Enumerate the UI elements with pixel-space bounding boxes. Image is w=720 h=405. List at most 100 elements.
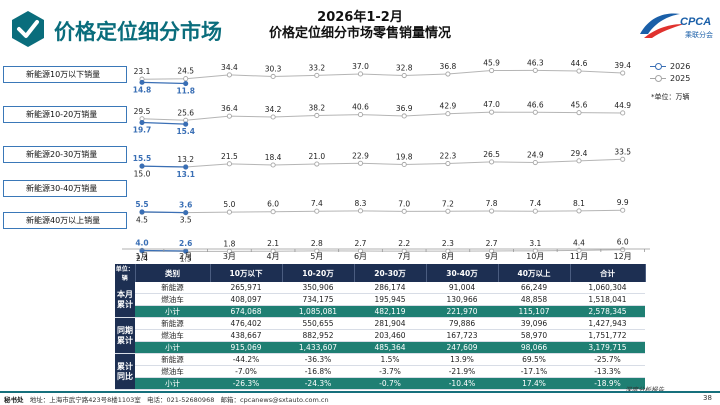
table-cell: -44.2% — [210, 353, 282, 367]
header-cell: 30-40万 — [426, 264, 499, 282]
data-point-2025 — [445, 111, 451, 117]
header-cell: 合计 — [570, 264, 646, 282]
x-tick-label: 8月 — [441, 252, 454, 261]
data-point-2025 — [357, 71, 364, 77]
data-label-2025: 2.7 — [355, 239, 367, 248]
legend-swatch-2025 — [650, 74, 666, 82]
data-label-2025: 8.1 — [573, 199, 585, 208]
data-point-2025 — [357, 112, 364, 118]
table-cell: -13.3% — [570, 365, 645, 379]
data-point-2025 — [270, 114, 276, 120]
table-cell: -25.7% — [570, 353, 645, 367]
footer-phone: 电话：021-52680968 — [147, 396, 215, 404]
x-tick-label: 4月 — [267, 252, 280, 261]
table-cell: 203,460 — [354, 329, 426, 343]
table-cell: 167,723 — [426, 329, 498, 343]
header-cell: 20-30万 — [354, 264, 427, 282]
data-label-2025: 7.8 — [486, 199, 498, 208]
table-cell: 130,966 — [426, 293, 498, 307]
data-label-2026: 15.4 — [176, 127, 195, 136]
data-point-2025 — [270, 209, 276, 215]
row-label: 新能源 — [135, 353, 210, 367]
table-cell: 482,119 — [354, 305, 426, 319]
data-label-2025: 24.9 — [527, 151, 544, 160]
table-row: 同期累计 新能源 476,402 550,655 281,904 79,886 39,096… — [115, 317, 645, 355]
data-label-2026: 19.7 — [133, 126, 152, 135]
x-tick-label: 3月 — [223, 252, 236, 261]
data-label-2025: 2.4 — [136, 254, 148, 262]
chart-legend: 2026 2025 — [650, 60, 690, 84]
data-label-2025: 46.6 — [527, 100, 544, 109]
table-cell: 247,609 — [426, 341, 498, 355]
x-tick-label: 12月 — [614, 252, 632, 261]
sales-table: 单位：辆 类别 10万以下 10-20万 20-30万 30-40万 40万以上… — [115, 264, 646, 391]
data-point-2026 — [139, 163, 145, 169]
table-cell: 17.4% — [498, 377, 570, 391]
table-cell: -16.8% — [282, 365, 354, 379]
table-cell: 1,751,772 — [570, 329, 645, 343]
series-line-2025 — [141, 111, 623, 121]
legend-swatch-2026 — [650, 62, 666, 70]
data-point-2025 — [314, 208, 320, 214]
data-label-2025: 44.6 — [571, 59, 588, 68]
data-label-2025: 36.9 — [396, 104, 413, 113]
table-cell: 79,886 — [426, 317, 498, 331]
data-point-2025 — [445, 208, 451, 214]
data-point-2025 — [445, 71, 451, 77]
table-cell: -10.4% — [426, 377, 498, 391]
table-cell: 408,097 — [210, 293, 282, 307]
data-label-2025: 37.0 — [352, 62, 369, 71]
data-label-2025: 2.1 — [267, 239, 279, 248]
table-cell: 265,971 — [210, 282, 282, 295]
data-label-2025: 29.4 — [571, 149, 588, 158]
data-point-2025 — [401, 208, 407, 214]
table-row: 燃油车 408,097 734,175 195,945 130,966 48,858 1,5… — [115, 293, 645, 307]
table-cell: 98,066 — [498, 341, 570, 355]
data-label-2025: 34.4 — [221, 63, 238, 72]
table-cell: -17.1% — [498, 365, 570, 379]
data-point-2025 — [270, 162, 276, 168]
series-line-2025 — [141, 209, 623, 214]
segment-label: 新能源40万以上销量 — [3, 212, 127, 229]
data-label-2025: 9.9 — [617, 198, 629, 207]
segment-label: 新能源10-20万销量 — [3, 106, 127, 123]
data-label-2025: 30.3 — [265, 64, 282, 73]
data-label-2025: 6.0 — [267, 200, 279, 209]
row-label: 新能源 — [135, 282, 210, 295]
table-cell: 1,433,607 — [282, 341, 354, 355]
row-label: 小计 — [135, 305, 210, 319]
data-point-2025 — [314, 161, 320, 167]
data-point-2025 — [226, 161, 232, 167]
table-cell: 674,068 — [210, 305, 282, 319]
data-point-2025 — [576, 68, 582, 74]
data-label-2025: 46.3 — [527, 58, 544, 67]
data-label-2025: 7.0 — [398, 199, 410, 208]
data-point-2025 — [401, 113, 407, 119]
chart-title-line1: 2026年1-2月 — [317, 10, 403, 25]
series-line-2026 — [141, 211, 186, 214]
data-point-2025 — [270, 73, 276, 80]
x-tick-label: 9月 — [485, 252, 498, 261]
x-tick-label: 5月 — [310, 252, 323, 261]
data-point-2025 — [489, 159, 495, 165]
data-label-2025: 47.0 — [483, 100, 500, 109]
table-cell: 1,518,041 — [570, 293, 645, 307]
data-label-2025: 2.8 — [311, 239, 323, 248]
data-point-2025 — [620, 110, 626, 116]
data-point-2025 — [532, 109, 538, 115]
data-point-2025 — [620, 207, 626, 213]
data-label-2025: 1.5 — [180, 254, 192, 262]
data-label-2025: 2.7 — [486, 239, 498, 248]
data-point-2025 — [314, 72, 320, 78]
data-label-2025: 6.0 — [617, 238, 629, 247]
data-label-2025: 39.4 — [614, 61, 631, 70]
table-cell: -21.9% — [426, 365, 498, 379]
table-cell: 476,402 — [210, 317, 282, 331]
header-cell: 10万以下 — [210, 264, 283, 282]
x-tick-label: 1月 — [135, 252, 148, 261]
segment-label: 新能源20-30万销量 — [3, 146, 127, 163]
series-line-2026 — [141, 121, 186, 125]
table-cell: 915,069 — [210, 341, 282, 355]
data-label-2025: 2.2 — [398, 239, 410, 248]
data-label-2025: 36.8 — [440, 62, 457, 71]
